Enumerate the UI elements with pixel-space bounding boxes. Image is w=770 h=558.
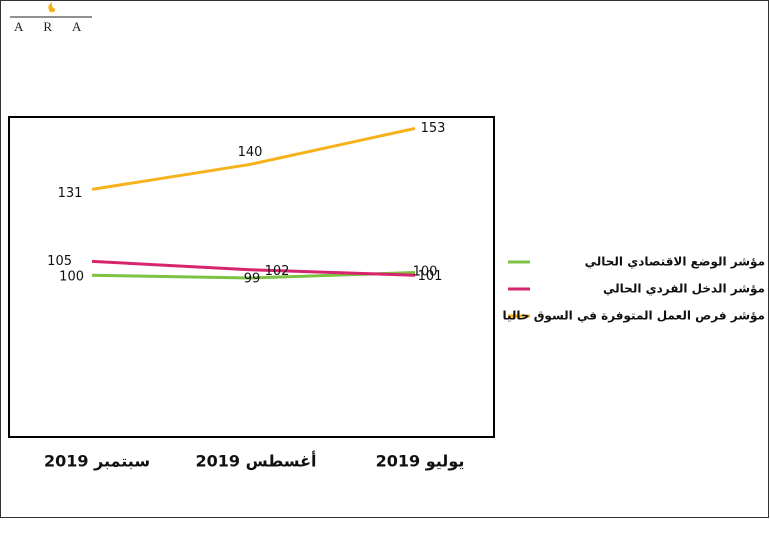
- logo-flame: [48, 2, 56, 13]
- legend-label: مؤشر الدخل الفردي الحالي: [603, 282, 765, 297]
- series-line: [91, 126, 416, 191]
- data-label: 100: [59, 270, 84, 285]
- plot-frame: [8, 116, 495, 438]
- data-label: 153: [421, 121, 446, 136]
- data-label: 102: [265, 264, 290, 279]
- data-label: 131: [58, 186, 83, 201]
- x-tick-label: أغسطس 2019: [196, 451, 317, 471]
- data-label: 105: [47, 254, 72, 269]
- data-label: 140: [238, 145, 263, 160]
- legend-label: مؤشر الوضع الاقتصادي الحالي: [585, 255, 765, 270]
- legend-label: مؤشر فرص العمل المتوفرة في السوق حاليا: [502, 309, 765, 324]
- data-label: 100: [413, 265, 438, 280]
- page-border: [0, 0, 769, 518]
- x-tick-label: سبتمبر 2019: [44, 452, 150, 471]
- data-label: 101: [418, 269, 443, 284]
- series-line: [91, 259, 416, 277]
- x-tick-label: يوليو 2019: [376, 452, 465, 471]
- data-label: 99: [244, 272, 261, 287]
- logo-text: ARA: [14, 19, 101, 34]
